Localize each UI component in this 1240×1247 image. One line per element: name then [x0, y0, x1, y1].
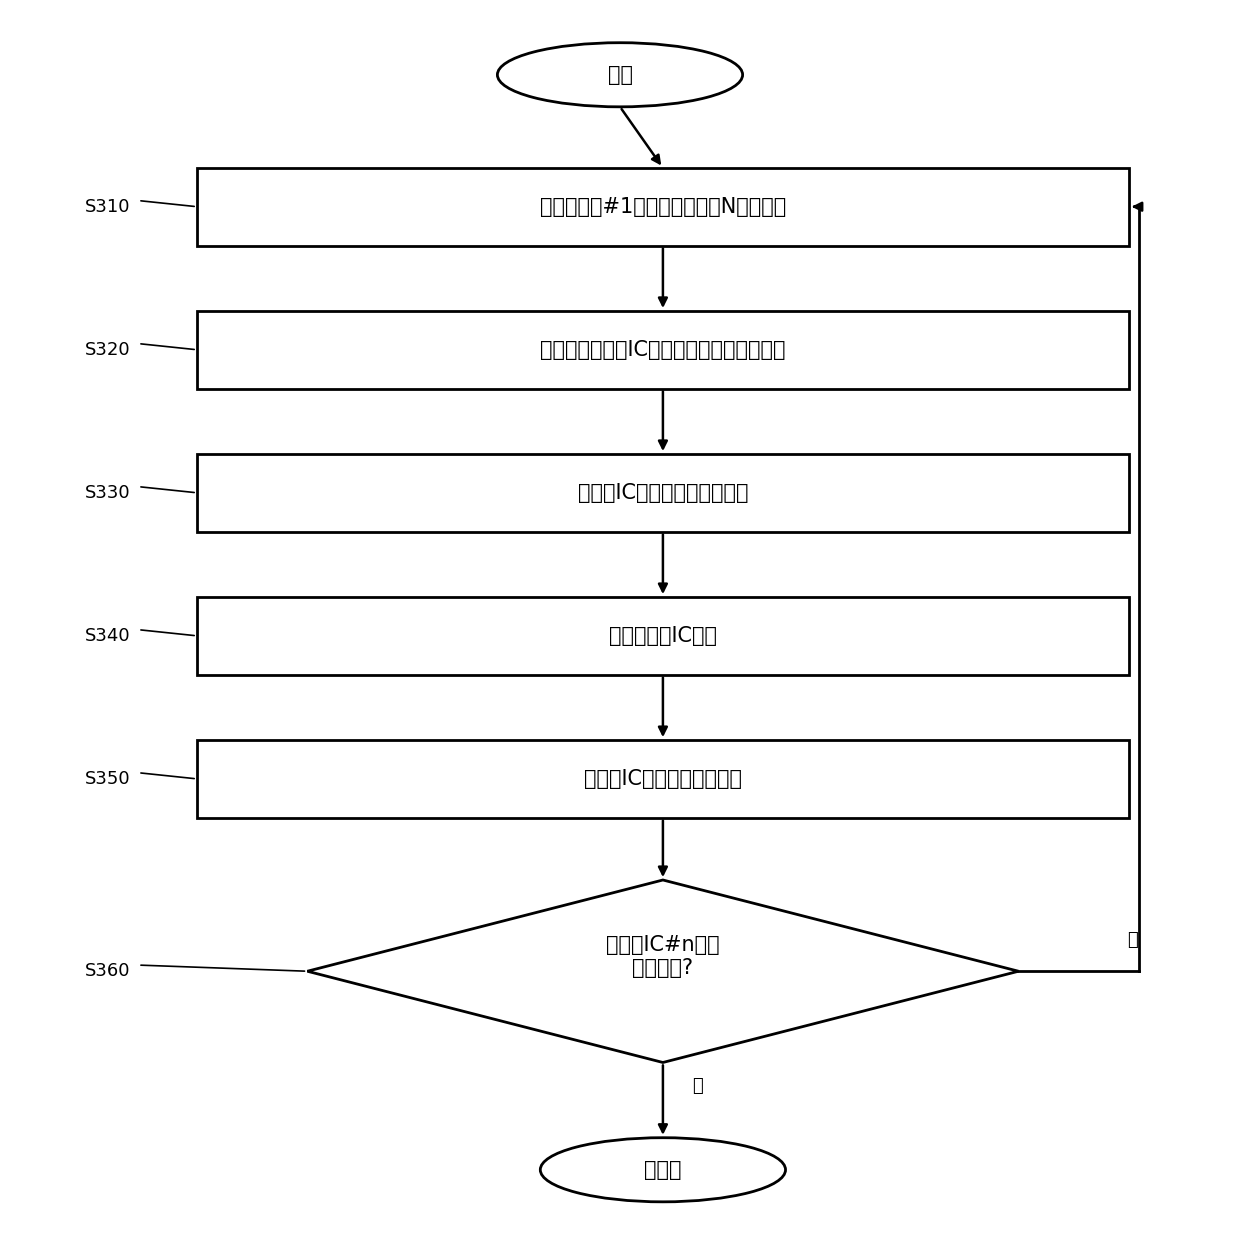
Text: S320: S320 [84, 340, 130, 359]
Polygon shape [308, 880, 1018, 1062]
Ellipse shape [497, 42, 743, 107]
Text: S330: S330 [84, 484, 130, 501]
Text: 是: 是 [692, 1077, 703, 1095]
Text: S350: S350 [84, 769, 130, 788]
Text: 退　出: 退 出 [644, 1160, 682, 1180]
Text: S340: S340 [84, 627, 130, 645]
Text: S310: S310 [84, 198, 130, 216]
Bar [197, 311, 1128, 389]
Text: 否: 否 [1127, 932, 1138, 949]
Bar [197, 454, 1128, 531]
Ellipse shape [541, 1137, 785, 1202]
Text: S360: S360 [84, 963, 130, 980]
Text: 确认与各个感应IC相对应的命令、地址信息: 确认与各个感应IC相对应的命令、地址信息 [541, 339, 786, 359]
Text: 在感应IC#n接收
命令信息?: 在感应IC#n接收 命令信息? [606, 935, 719, 978]
Text: 从感应IC接收命令和地址信息: 从感应IC接收命令和地址信息 [578, 483, 748, 503]
Text: 向低位感应IC发送: 向低位感应IC发送 [609, 626, 717, 646]
Text: 从属控制部#1的微控制器发送N个命令信: 从属控制部#1的微控制器发送N个命令信 [539, 197, 786, 217]
Bar [197, 739, 1128, 818]
Bar [197, 597, 1128, 675]
Bar [197, 168, 1128, 246]
Text: 开始: 开始 [608, 65, 632, 85]
Text: 在感应IC开始感应电池模块: 在感应IC开始感应电池模块 [584, 769, 742, 789]
